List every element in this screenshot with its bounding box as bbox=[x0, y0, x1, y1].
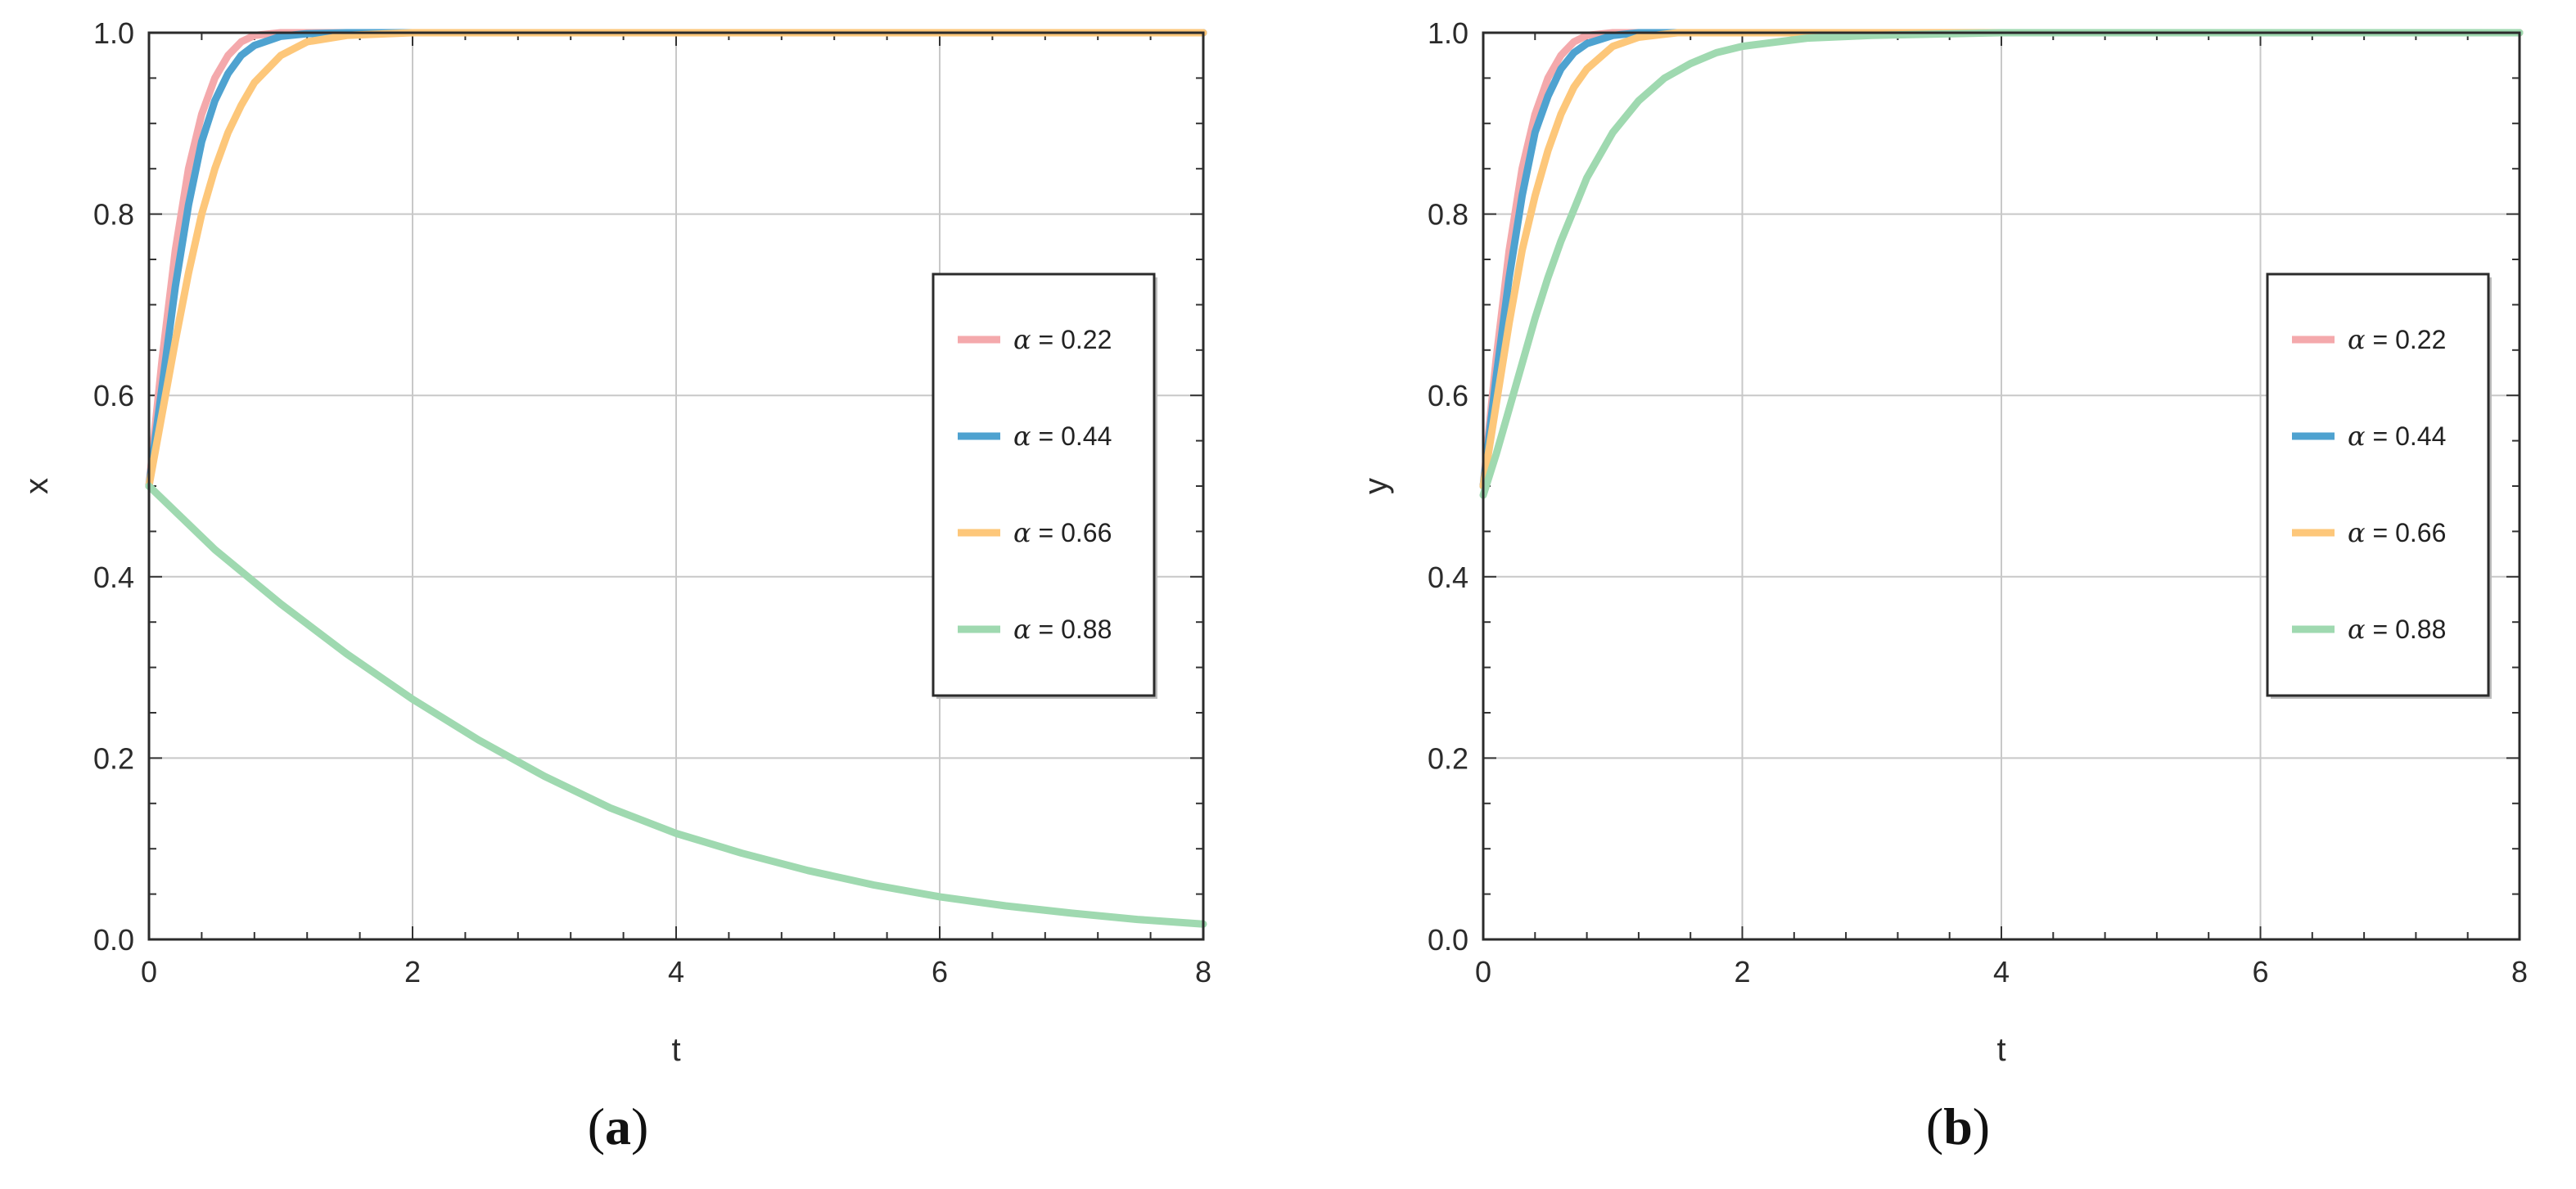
y-tick-label: 0.2 bbox=[1428, 741, 1468, 775]
x-tick-label: 8 bbox=[2511, 955, 2528, 989]
chart-panel-a: 0 2 4 6 8 0.0 0.2 0.4 0.6 0.8 1.0 t x α = 0.22 α = 0.4… bbox=[19, 16, 1211, 1068]
legend-label-4: α = 0.88 bbox=[1013, 614, 1112, 645]
panel-caption-a: (a) bbox=[536, 1097, 700, 1157]
legend-label-2: α = 0.44 bbox=[2348, 421, 2446, 452]
caption-b-letter: b bbox=[1943, 1097, 1973, 1155]
caption-b-close: ) bbox=[1972, 1097, 1991, 1155]
x-tick-label: 6 bbox=[2252, 955, 2268, 989]
y-tick-label: 0.8 bbox=[93, 198, 134, 232]
legend-label-3: α = 0.66 bbox=[2348, 517, 2446, 548]
y-tick-label: 1.0 bbox=[93, 16, 134, 50]
caption-a-close: ) bbox=[631, 1097, 649, 1155]
x-tick-label: 6 bbox=[932, 955, 948, 989]
legend-box bbox=[2266, 272, 2490, 697]
x-tick-label: 0 bbox=[141, 955, 157, 989]
x-tick-label: 2 bbox=[1734, 955, 1750, 989]
x-tick-label: 4 bbox=[668, 955, 684, 989]
y-axis-label: x bbox=[19, 478, 55, 494]
legend-box bbox=[932, 272, 1156, 697]
y-tick-label: 1.0 bbox=[1428, 16, 1468, 50]
x-axis-label: t bbox=[671, 1032, 680, 1068]
y-tick-label: 0.2 bbox=[93, 741, 134, 775]
x-tick-label: 8 bbox=[1195, 955, 1211, 989]
y-tick-label: 0.8 bbox=[1428, 198, 1468, 232]
x-axis-label: t bbox=[1996, 1032, 2005, 1068]
x-tick-label: 0 bbox=[1475, 955, 1491, 989]
y-axis-label: y bbox=[1358, 478, 1394, 494]
caption-b-open: ( bbox=[1925, 1097, 1944, 1155]
x-tick-label: 4 bbox=[1993, 955, 2010, 989]
legend-label-2: α = 0.44 bbox=[1013, 421, 1112, 452]
caption-a-open: ( bbox=[587, 1097, 605, 1155]
legend-label-1: α = 0.22 bbox=[1013, 324, 1112, 355]
x-tick-label: 2 bbox=[404, 955, 421, 989]
plot-frame bbox=[1482, 31, 2521, 941]
plot-frame bbox=[147, 31, 1205, 941]
y-tick-label: 0.4 bbox=[1428, 561, 1468, 594]
legend-label-1: α = 0.22 bbox=[2348, 324, 2446, 355]
series-line-4 bbox=[145, 482, 1207, 928]
y-tick-label: 0.0 bbox=[1428, 923, 1468, 957]
y-tick-label: 0.4 bbox=[93, 561, 134, 594]
y-tick-label: 0.6 bbox=[93, 379, 134, 412]
caption-a-letter: a bbox=[605, 1097, 631, 1155]
chart-panel-b: 0 2 4 6 8 0.0 0.2 0.4 0.6 0.8 1.0 t y α = 0.22 α = 0.4… bbox=[1358, 16, 2528, 1068]
y-tick-label: 0.0 bbox=[93, 923, 134, 957]
panel-caption-b: (b) bbox=[1876, 1097, 2040, 1157]
y-tick-label: 0.6 bbox=[1428, 379, 1468, 412]
legend-label-4: α = 0.88 bbox=[2348, 614, 2446, 645]
legend-label-3: α = 0.66 bbox=[1013, 517, 1112, 548]
